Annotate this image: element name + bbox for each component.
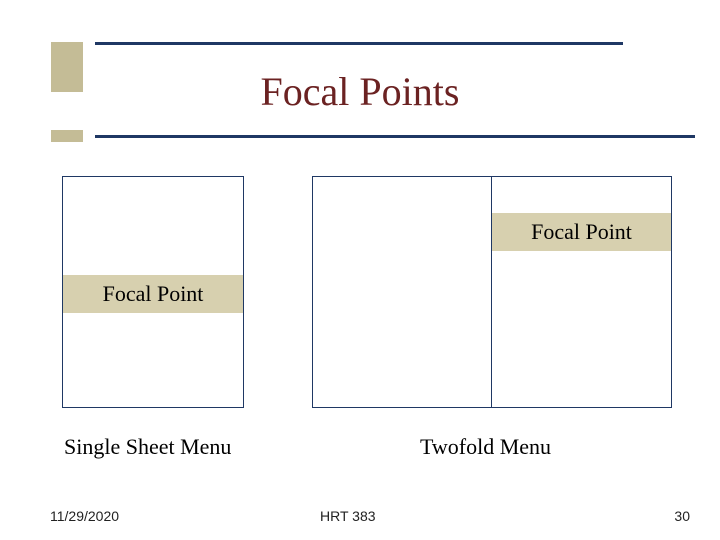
single-focal-band: Focal Point xyxy=(63,275,243,313)
footer-course: HRT 383 xyxy=(320,508,376,524)
twofold-right-panel: Focal Point xyxy=(492,177,671,407)
footer-date: 11/29/2020 xyxy=(50,508,119,524)
twofold-focal-band: Focal Point xyxy=(492,213,671,251)
single-sheet-menu-box: Focal Point xyxy=(62,176,244,408)
diagrams-container: Focal Point Focal Point xyxy=(62,176,672,416)
single-caption: Single Sheet Menu xyxy=(64,434,231,460)
accent-bar-mid xyxy=(51,130,83,142)
rule-mid xyxy=(95,135,695,138)
twofold-caption: Twofold Menu xyxy=(420,434,551,460)
slide-title: Focal Points xyxy=(0,68,720,115)
twofold-menu-box: Focal Point xyxy=(312,176,672,408)
footer-page: 30 xyxy=(674,508,690,524)
twofold-left-panel xyxy=(313,177,492,407)
rule-top xyxy=(95,42,623,45)
